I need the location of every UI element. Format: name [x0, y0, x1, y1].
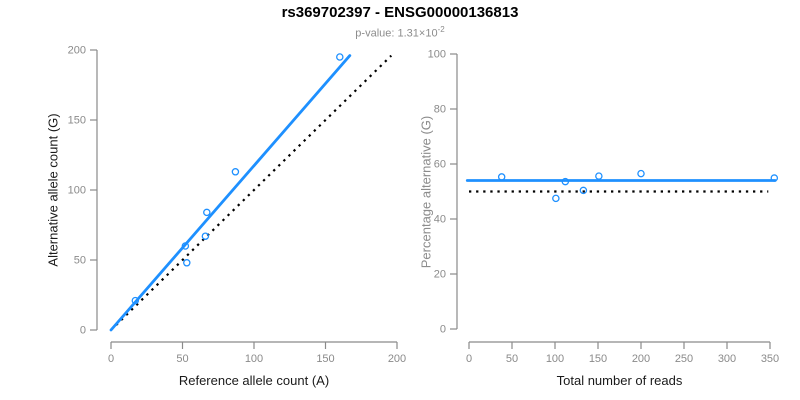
right-y-tick-label: 20	[434, 269, 446, 281]
left-y-tick-label: 50	[74, 255, 86, 267]
left-reference-line	[110, 54, 393, 331]
left-y-tick-label: 150	[68, 115, 86, 127]
right-x-axis-title: Total number of reads	[556, 373, 683, 388]
left-x-axis-title: Reference allele count (A)	[178, 373, 330, 388]
left-y-tick-label: 200	[68, 45, 86, 57]
left-fit-line	[109, 54, 352, 332]
right-data-point	[770, 174, 779, 182]
left-x-tick-label: 0	[108, 353, 114, 365]
left-data-point	[181, 242, 190, 250]
right-y-tick-label: 0	[440, 324, 446, 336]
left-data-point	[231, 168, 240, 176]
left-data-point	[201, 232, 210, 240]
left-y-tick-label: 0	[80, 325, 86, 337]
right-data-point	[561, 177, 570, 186]
left-data-point	[336, 53, 344, 61]
right-x-tick-label: 100	[546, 353, 564, 365]
right-data-point	[497, 173, 506, 181]
right-data-point	[595, 172, 603, 180]
right-y-tick-label: 40	[434, 214, 446, 226]
left-data-point	[131, 296, 140, 305]
left-x-tick-label: 100	[245, 353, 263, 365]
left-x-tick-label: 150	[316, 353, 334, 365]
plot-title: rs369702397 - ENSG00000136813	[281, 4, 519, 21]
left-y-axis-title: Alternative allele count (G)	[45, 113, 61, 267]
right-x-tick-label: 200	[632, 353, 650, 365]
right-x-tick-label: 50	[506, 353, 518, 365]
left-y-tick-label: 100	[68, 185, 86, 197]
p-value-text: p-value: 1.31×10	[355, 27, 438, 40]
right-data-point	[637, 169, 645, 178]
right-y-tick-label: 80	[434, 104, 446, 116]
right-x-tick-label: 150	[589, 353, 607, 365]
right-x-tick-label: 350	[761, 353, 779, 365]
right-x-tick-label: 0	[466, 353, 472, 365]
left-x-tick-label: 200	[388, 353, 406, 365]
right-y-tick-label: 100	[428, 49, 446, 61]
right-data-point	[552, 194, 560, 203]
plot-subtitle: p-value: 1.31×10-2	[0, 25, 800, 40]
p-value-exponent: -2	[437, 25, 445, 34]
left-x-tick-label: 50	[176, 353, 188, 365]
left-data-point	[183, 259, 191, 267]
left-data-point	[203, 208, 211, 217]
right-x-tick-label: 250	[675, 353, 693, 365]
right-y-axis-title: Percentage alternative (G)	[418, 115, 434, 269]
right-data-point	[579, 186, 588, 195]
right-y-tick-label: 60	[434, 159, 446, 171]
right-x-tick-label: 300	[718, 353, 736, 365]
